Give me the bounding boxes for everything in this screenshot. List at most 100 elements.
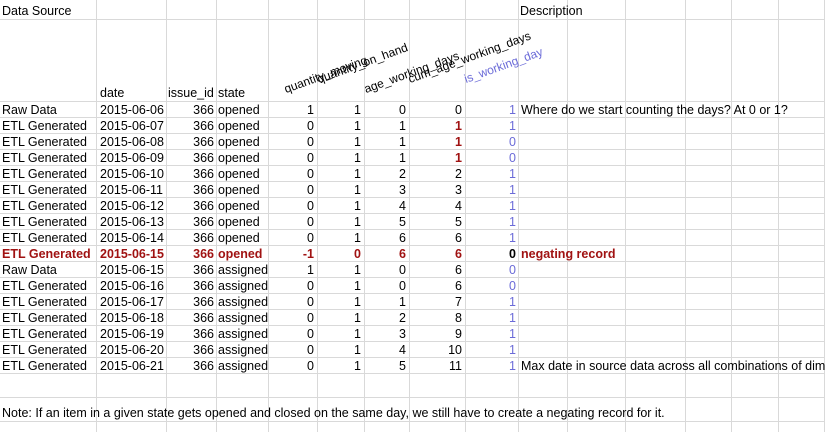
quantity-moving-cell[interactable]: 0	[307, 295, 314, 309]
quantity-on-hand-cell[interactable]: 1	[354, 103, 361, 117]
data-source-cell[interactable]: ETL Generated	[2, 327, 88, 341]
description-cell[interactable]	[521, 310, 821, 326]
quantity-moving-cell[interactable]: 0	[307, 343, 314, 357]
age-working-days-cell[interactable]: 5	[399, 215, 406, 229]
data-source-cell[interactable]: Raw Data	[2, 103, 57, 117]
state-cell[interactable]: opened	[218, 135, 260, 149]
data-source-cell[interactable]: ETL Generated	[2, 167, 88, 181]
quantity-on-hand-cell[interactable]: 0	[354, 247, 361, 261]
age-working-days-cell[interactable]: 1	[399, 119, 406, 133]
issue-id-cell[interactable]: 366	[193, 199, 214, 213]
quantity-moving-cell[interactable]: 0	[307, 183, 314, 197]
issue-id-cell[interactable]: 366	[193, 135, 214, 149]
quantity-on-hand-cell[interactable]: 1	[354, 359, 361, 373]
quantity-moving-cell[interactable]: 0	[307, 279, 314, 293]
is-working-day-cell[interactable]: 0	[509, 247, 516, 261]
data-source-cell[interactable]: ETL Generated	[2, 359, 88, 373]
date-cell[interactable]: 2015-06-11	[100, 183, 164, 197]
description-cell[interactable]	[521, 326, 821, 342]
quantity-moving-cell[interactable]: 0	[307, 231, 314, 245]
is-working-day-cell[interactable]: 1	[509, 167, 516, 181]
description-cell[interactable]	[521, 134, 821, 150]
issue-id-cell[interactable]: 366	[193, 183, 214, 197]
date-cell[interactable]: 2015-06-09	[100, 151, 164, 165]
date-cell[interactable]: 2015-06-07	[100, 119, 164, 133]
data-source-cell[interactable]: Raw Data	[2, 263, 57, 277]
data-source-cell[interactable]: ETL Generated	[2, 231, 88, 245]
age-working-days-cell[interactable]: 0	[399, 279, 406, 293]
date-cell[interactable]: 2015-06-20	[100, 343, 164, 357]
quantity-moving-cell[interactable]: 0	[307, 119, 314, 133]
state-cell[interactable]: opened	[218, 231, 260, 245]
data-source-cell[interactable]: ETL Generated	[2, 247, 91, 261]
cum-age-working-days-cell[interactable]: 10	[448, 343, 462, 357]
description-cell[interactable]	[521, 262, 821, 278]
cum-age-working-days-cell[interactable]: 0	[455, 103, 462, 117]
state-cell[interactable]: opened	[218, 103, 260, 117]
data-source-cell[interactable]: ETL Generated	[2, 279, 88, 293]
state-cell[interactable]: opened	[218, 215, 260, 229]
state-cell[interactable]: assigned	[218, 311, 269, 325]
issue-id-cell[interactable]: 366	[193, 327, 214, 341]
quantity-moving-cell[interactable]: 0	[307, 215, 314, 229]
quantity-on-hand-cell[interactable]: 1	[354, 263, 361, 277]
cum-age-working-days-cell[interactable]: 2	[455, 167, 462, 181]
description-cell[interactable]: Max date in source data across all combi…	[521, 359, 825, 373]
is-working-day-cell[interactable]: 1	[509, 359, 516, 373]
state-cell[interactable]: opened	[218, 199, 260, 213]
state-cell[interactable]: assigned	[218, 327, 269, 341]
description-cell[interactable]: negating record	[521, 247, 616, 261]
description-cell[interactable]	[521, 198, 821, 214]
issue-id-cell[interactable]: 366	[193, 295, 214, 309]
state-cell[interactable]: opened	[218, 247, 263, 261]
issue-id-cell[interactable]: 366	[193, 359, 214, 373]
description-cell[interactable]	[521, 214, 821, 230]
description-cell[interactable]	[521, 342, 821, 358]
date-cell[interactable]: 2015-06-08	[100, 135, 164, 149]
cum-age-working-days-cell[interactable]: 9	[455, 327, 462, 341]
issue-id-cell[interactable]: 366	[193, 103, 214, 117]
issue-id-cell[interactable]: 366	[193, 119, 214, 133]
is-working-day-cell[interactable]: 1	[509, 231, 516, 245]
cum-age-working-days-cell[interactable]: 11	[449, 359, 462, 373]
issue-id-cell[interactable]: 366	[193, 279, 214, 293]
is-working-day-cell[interactable]: 1	[509, 119, 516, 133]
issue-id-cell[interactable]: 366	[193, 231, 214, 245]
age-working-days-cell[interactable]: 1	[399, 295, 406, 309]
date-cell[interactable]: 2015-06-06	[100, 103, 164, 117]
quantity-on-hand-cell[interactable]: 1	[354, 167, 361, 181]
quantity-on-hand-cell[interactable]: 1	[354, 279, 361, 293]
state-cell[interactable]: opened	[218, 119, 260, 133]
is-working-day-cell[interactable]: 1	[509, 183, 516, 197]
quantity-on-hand-cell[interactable]: 1	[354, 151, 361, 165]
state-cell[interactable]: opened	[218, 151, 260, 165]
date-cell[interactable]: 2015-06-12	[100, 199, 164, 213]
description-cell[interactable]	[521, 150, 821, 166]
cum-age-working-days-cell[interactable]: 7	[455, 295, 462, 309]
cum-age-working-days-cell[interactable]: 8	[455, 311, 462, 325]
quantity-moving-cell[interactable]: 1	[307, 103, 314, 117]
description-cell[interactable]	[521, 278, 821, 294]
cum-age-working-days-cell[interactable]: 6	[455, 247, 462, 261]
issue-id-cell[interactable]: 366	[193, 311, 214, 325]
date-cell[interactable]: 2015-06-10	[100, 167, 164, 181]
state-cell[interactable]: assigned	[218, 295, 269, 309]
is-working-day-cell[interactable]: 0	[509, 135, 516, 149]
quantity-on-hand-cell[interactable]: 1	[354, 215, 361, 229]
is-working-day-cell[interactable]: 1	[509, 215, 516, 229]
age-working-days-cell[interactable]: 2	[399, 311, 406, 325]
date-cell[interactable]: 2015-06-14	[100, 231, 164, 245]
quantity-on-hand-cell[interactable]: 1	[354, 343, 361, 357]
quantity-moving-cell[interactable]: 0	[307, 311, 314, 325]
quantity-moving-cell[interactable]: 0	[307, 151, 314, 165]
state-cell[interactable]: assigned	[218, 359, 269, 373]
is-working-day-cell[interactable]: 1	[509, 295, 516, 309]
quantity-moving-cell[interactable]: 0	[307, 135, 314, 149]
age-working-days-cell[interactable]: 3	[399, 183, 406, 197]
data-source-cell[interactable]: ETL Generated	[2, 311, 88, 325]
cum-age-working-days-cell[interactable]: 4	[455, 199, 462, 213]
age-working-days-cell[interactable]: 1	[399, 135, 406, 149]
cum-age-working-days-cell[interactable]: 6	[455, 279, 462, 293]
state-cell[interactable]: assigned	[218, 343, 269, 357]
